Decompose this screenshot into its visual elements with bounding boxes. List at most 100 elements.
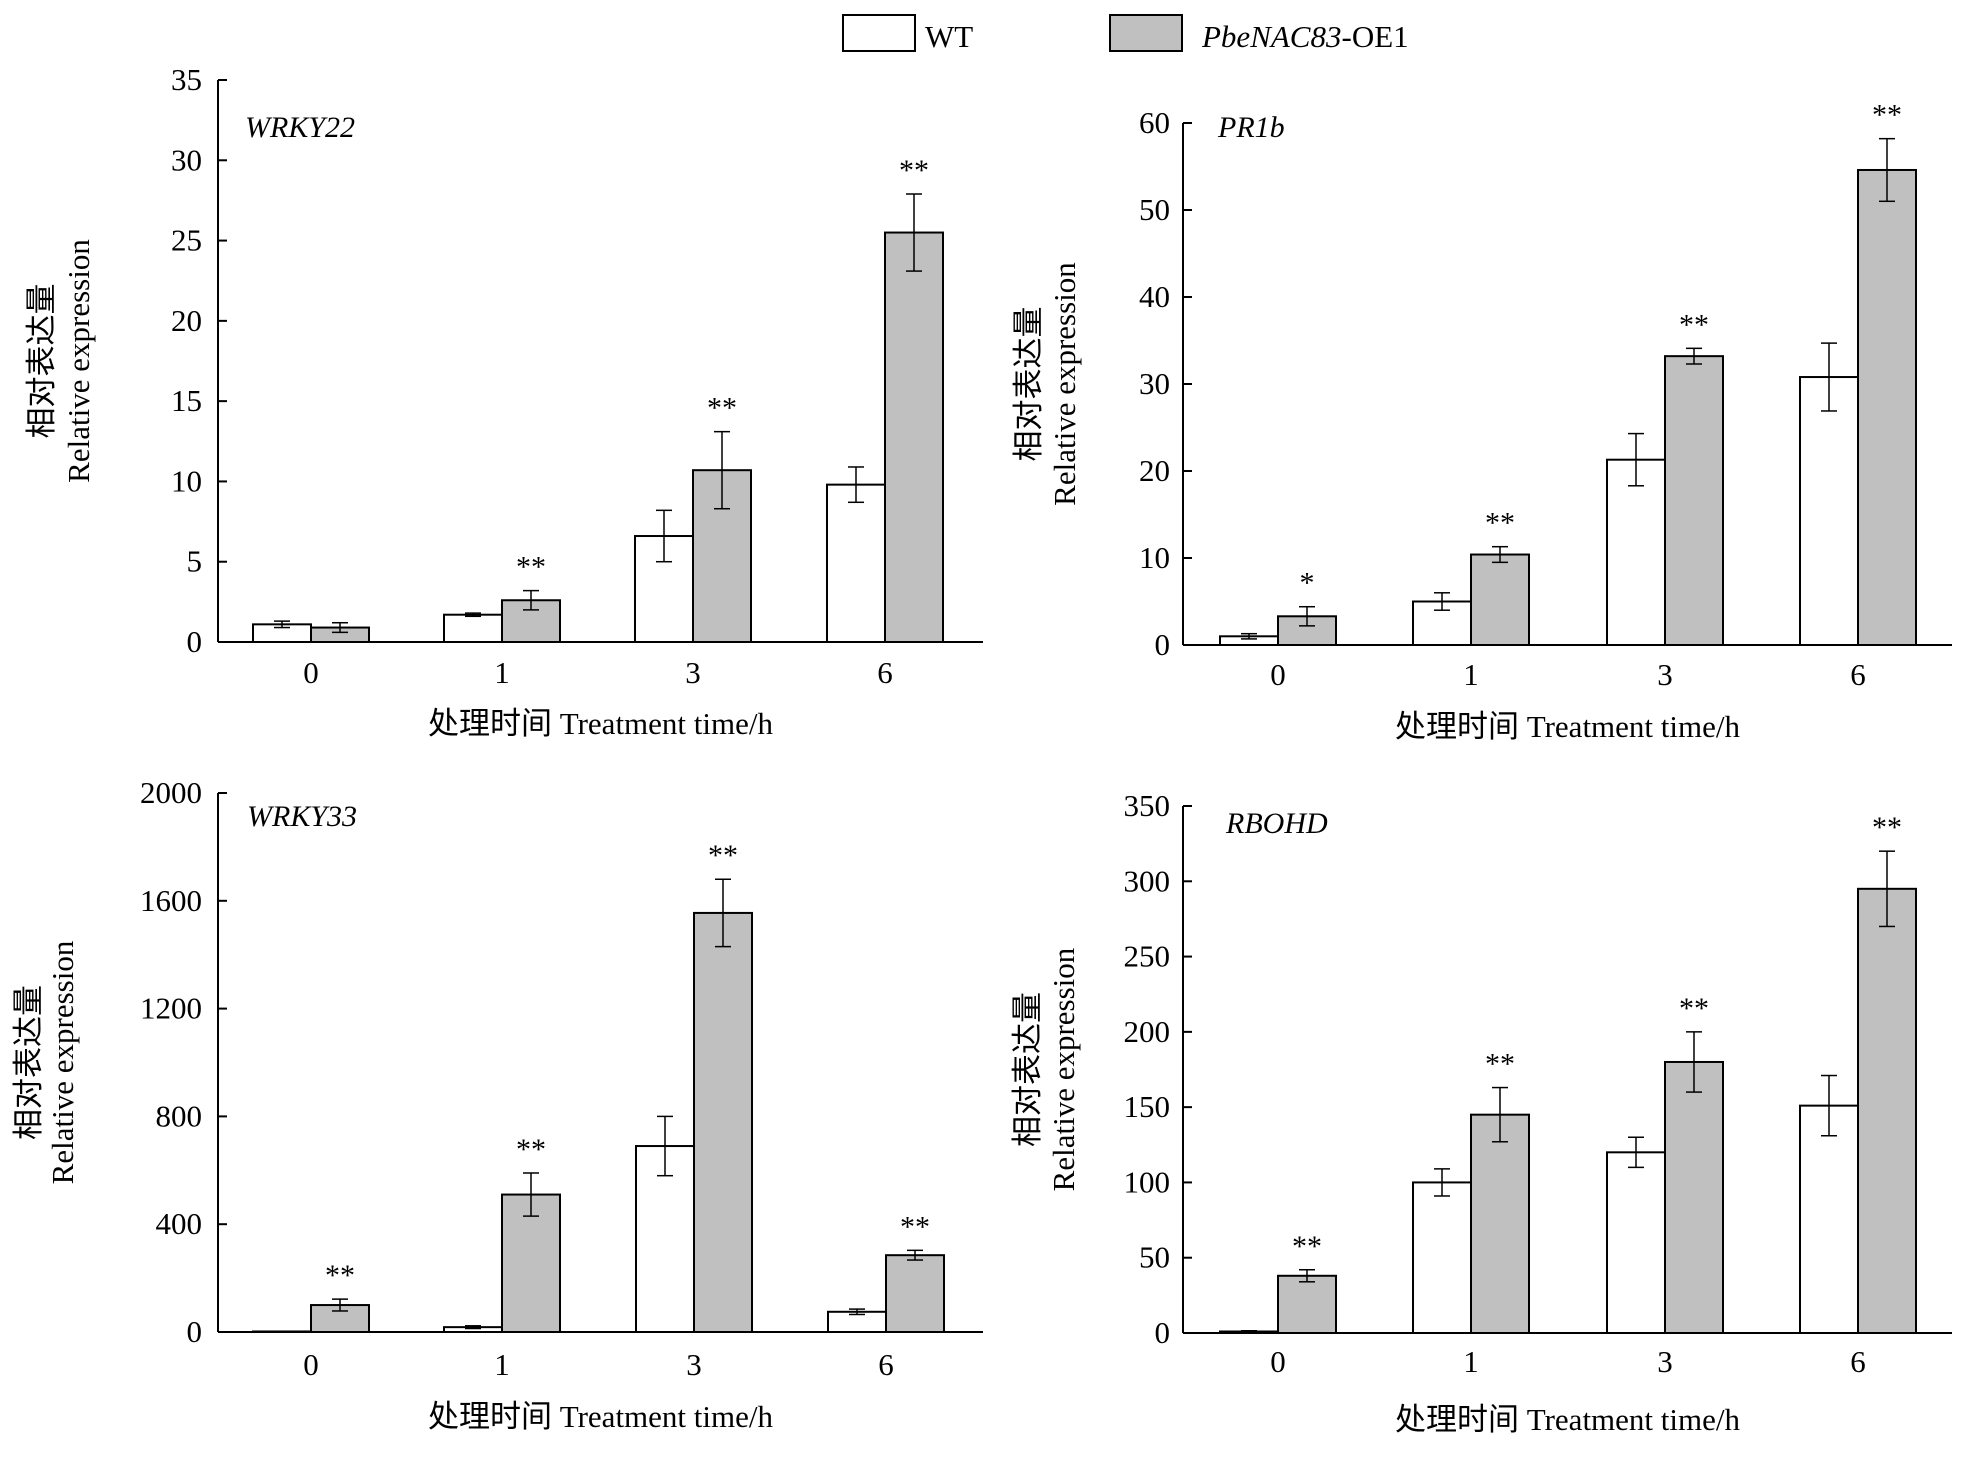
x-tick-label: 0 [1270, 657, 1286, 692]
y-axis-label-en: Relative expression [61, 239, 96, 483]
y-tick-label: 100 [1124, 1164, 1171, 1199]
y-tick-label: 0 [1155, 627, 1171, 662]
y-axis-label-cn: 相对表达量 [24, 284, 59, 439]
significance-label: ** [1872, 99, 1902, 132]
significance-label: ** [1485, 1048, 1515, 1081]
x-tick-label: 0 [303, 1347, 319, 1382]
y-axis-label-en: Relative expression [1047, 262, 1082, 506]
x-tick-label: 1 [494, 655, 510, 690]
bar-oe [1664, 355, 1724, 646]
panel-rbohd: 0 50 100 150 200 250 300 350 ** 0 ** 1 ** 3 ** 6 RBOHD 处理… [1010, 788, 1952, 1437]
significance-label: ** [1485, 507, 1515, 540]
significance-label: ** [516, 1133, 546, 1166]
legend-oe-label: PbeNAC83-OE1 [1201, 19, 1409, 54]
y-tick-label: 15 [171, 383, 202, 418]
y-axis-label-cn: 相对表达量 [11, 985, 46, 1140]
y-tick-label: 25 [171, 223, 202, 258]
x-tick-label: 6 [1850, 1344, 1866, 1379]
bar-oe [1857, 887, 1917, 1334]
significance-label: ** [899, 154, 929, 187]
x-tick-label: 6 [877, 655, 893, 690]
bar-wt [826, 483, 886, 644]
panel-title: RBOHD [1225, 807, 1328, 840]
panel-wrky33: 0 400 800 1200 1600 2000 ** 0 ** 1 ** 3 ** 6 WRKY33 处理时… [11, 775, 983, 1434]
x-axis-label: 处理时间 Treatment time/h [1395, 709, 1740, 744]
y-tick-label: 0 [187, 1314, 203, 1349]
bar-wt [1799, 376, 1859, 646]
significance-label: ** [1292, 1230, 1322, 1263]
bar-oe [1277, 1274, 1337, 1334]
panel-wrky22: 0 5 10 15 20 25 30 35 0 ** 1 ** 3 ** 6 WRKY22 处理时间 Treat… [24, 62, 983, 741]
y-tick-label: 10 [1139, 540, 1170, 575]
x-tick-label: 3 [685, 655, 701, 690]
y-tick-label: 150 [1124, 1089, 1171, 1124]
legend-wt-swatch [842, 14, 916, 52]
bar-oe [501, 1193, 561, 1334]
legend-oe-swatch [1109, 14, 1183, 52]
y-tick-label: 50 [1139, 192, 1170, 227]
significance-label: ** [1872, 811, 1902, 844]
bar-wt [1412, 1181, 1472, 1335]
bar-wt [1606, 458, 1666, 646]
x-tick-label: 1 [494, 1347, 510, 1382]
x-axis-label: 处理时间 Treatment time/h [428, 706, 773, 741]
y-tick-label: 800 [156, 1098, 203, 1133]
bar-oe [1664, 1060, 1724, 1334]
x-tick-label: 1 [1463, 657, 1479, 692]
x-tick-label: 6 [1850, 657, 1866, 692]
y-tick-label: 250 [1124, 939, 1171, 974]
bar-wt [443, 613, 503, 644]
bar-oe [1470, 553, 1530, 647]
y-tick-label: 5 [187, 544, 203, 579]
legend-oe-italic: PbeNAC83 [1201, 19, 1342, 54]
legend-wt-label: WT [925, 19, 973, 54]
y-tick-label: 35 [171, 62, 202, 97]
x-axis-label: 处理时间 Treatment time/h [428, 1399, 773, 1434]
significance-label: ** [325, 1259, 355, 1292]
bar-wt [635, 1145, 695, 1334]
significance-label: ** [1679, 308, 1709, 341]
significance-label: * [1300, 567, 1315, 600]
y-tick-label: 20 [1139, 453, 1170, 488]
x-tick-label: 6 [878, 1347, 894, 1382]
bar-oe [885, 1254, 945, 1334]
x-tick-label: 3 [1657, 1344, 1673, 1379]
bar-oe [1470, 1113, 1530, 1334]
x-tick-label: 0 [303, 655, 319, 690]
significance-label: ** [516, 551, 546, 584]
x-tick-label: 3 [686, 1347, 702, 1382]
panel-title: WRKY33 [247, 800, 357, 833]
x-tick-label: 3 [1657, 657, 1673, 692]
significance-label: ** [708, 839, 738, 872]
y-tick-label: 200 [1124, 1014, 1171, 1049]
y-tick-label: 10 [171, 463, 202, 498]
y-tick-label: 60 [1139, 105, 1170, 140]
y-tick-label: 20 [171, 303, 202, 338]
y-tick-label: 1200 [140, 991, 202, 1026]
panel-title: PR1b [1217, 111, 1285, 144]
y-tick-label: 50 [1139, 1240, 1170, 1275]
panel-title: WRKY22 [245, 111, 355, 144]
y-tick-label: 400 [156, 1206, 203, 1241]
y-tick-label: 350 [1124, 788, 1171, 823]
y-tick-label: 30 [171, 142, 202, 177]
y-tick-label: 0 [1155, 1315, 1171, 1350]
bar-oe [884, 231, 944, 644]
legend: WT PbeNAC83-OE1 [842, 14, 1409, 54]
x-tick-label: 1 [1463, 1344, 1479, 1379]
bar-oe [693, 911, 753, 1333]
y-tick-label: 300 [1124, 863, 1171, 898]
y-tick-label: 40 [1139, 279, 1170, 314]
y-tick-label: 2000 [140, 775, 202, 810]
y-axis-label-en: Relative expression [45, 940, 80, 1184]
significance-label: ** [900, 1210, 930, 1243]
bar-oe [1857, 168, 1917, 646]
legend-oe-suffix: -OE1 [1342, 19, 1409, 54]
significance-label: ** [1679, 992, 1709, 1025]
bar-wt [1799, 1104, 1859, 1334]
x-tick-label: 0 [1270, 1344, 1286, 1379]
y-tick-label: 0 [187, 624, 203, 659]
bar-wt [1606, 1151, 1666, 1335]
bar-wt [252, 1330, 312, 1334]
